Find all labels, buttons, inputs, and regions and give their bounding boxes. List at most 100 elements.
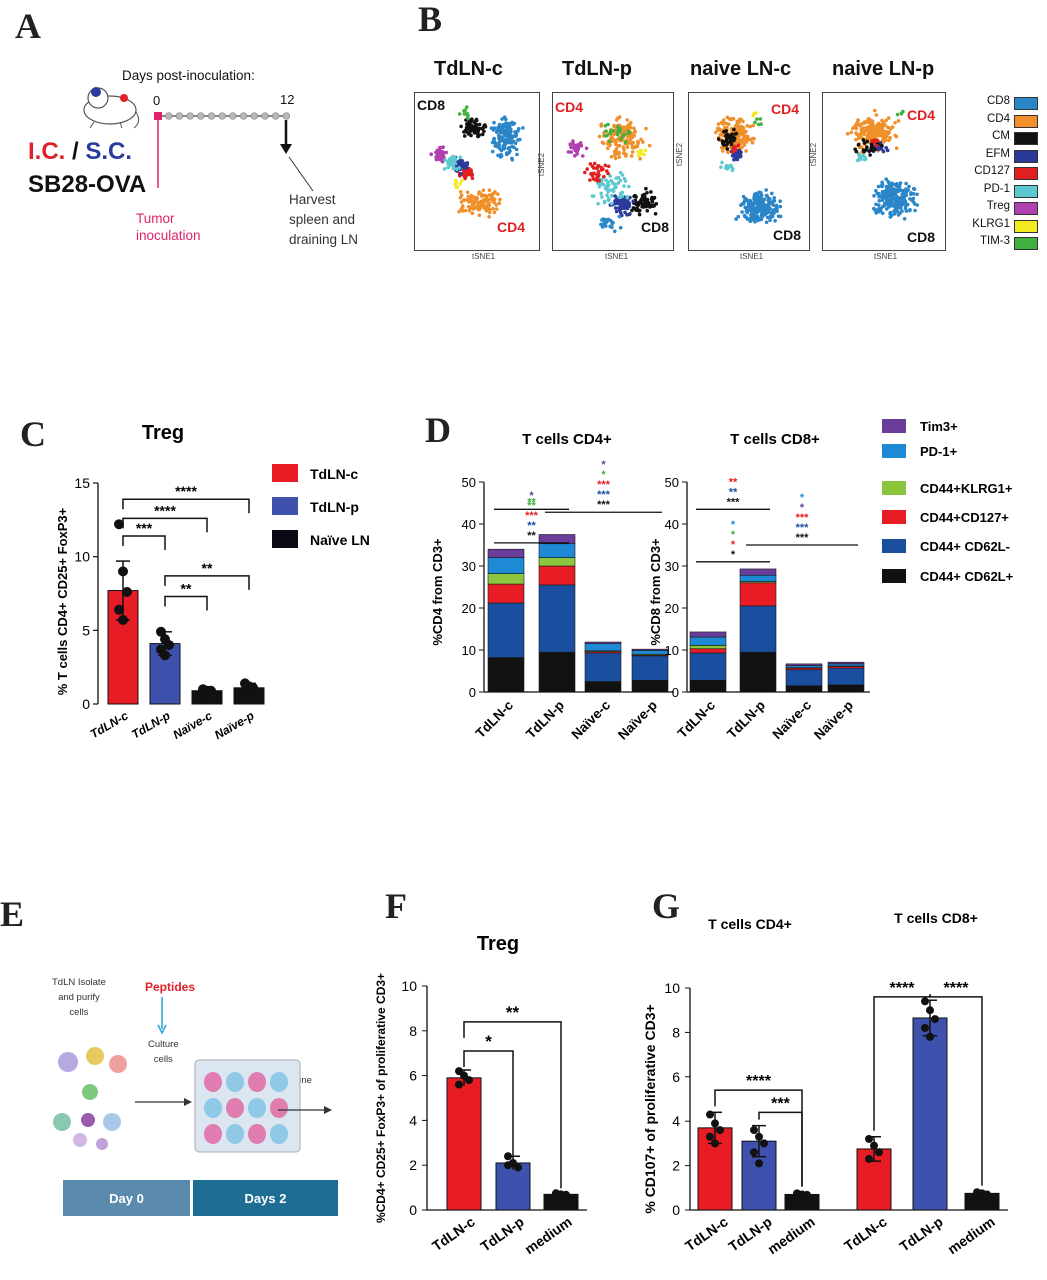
- tsne-dot: [735, 157, 740, 162]
- tsne-dot: [726, 135, 730, 139]
- tsne-dot: [880, 138, 885, 143]
- tsne-dot: [875, 138, 880, 143]
- tsne-legend-swatch: [1014, 132, 1038, 145]
- tsne-dot: [767, 207, 772, 211]
- tsne-dot: [649, 197, 654, 202]
- tsne-dot: [896, 189, 901, 194]
- tsne-dot: [493, 144, 497, 148]
- tsne-title-2: TdLN-p: [562, 58, 632, 80]
- tsne-dot: [742, 213, 747, 218]
- tsne-dot: [874, 188, 878, 193]
- tsne-dot: [625, 134, 630, 138]
- y-tick-label: 6: [409, 1068, 417, 1084]
- tsne-dot: [729, 139, 733, 144]
- harvest-label: Harvest spleen and draining LN: [289, 192, 359, 247]
- culture-diagram: [53, 1047, 332, 1153]
- tsne-dot: [592, 177, 597, 181]
- tsne-dot: [465, 190, 470, 195]
- tsne-dot: [886, 116, 891, 120]
- sig-star: **: [527, 530, 536, 542]
- tsne-dot: [855, 132, 859, 137]
- tsne-dot: [568, 142, 572, 146]
- tsne-dot: [899, 206, 903, 210]
- tsne-dot: [497, 143, 501, 147]
- tsne-dot: [739, 150, 743, 155]
- data-point: [750, 1148, 758, 1157]
- tsne-dot: [624, 203, 628, 208]
- y-tick-label: 15: [74, 475, 90, 491]
- x-tick-label: TdLN-p: [523, 698, 567, 742]
- tsne-dot: [895, 195, 899, 199]
- sig-star: ***: [597, 479, 611, 491]
- tsne-dot: [606, 146, 610, 150]
- tsne-dot: [880, 191, 885, 195]
- tsne-dot: [888, 126, 892, 130]
- chart-d-cd8-y-label: %CD8 from CD3+: [648, 538, 663, 646]
- stack-segment: [739, 605, 777, 653]
- tsne-dot: [877, 194, 881, 199]
- tsne-dot: [497, 124, 502, 129]
- stack-segment: [739, 574, 777, 582]
- tsne-dot: [499, 154, 504, 158]
- data-point: [711, 1139, 719, 1148]
- stack-segment: [827, 684, 865, 693]
- tsne-dot: [731, 150, 735, 154]
- tsne-dot: [453, 182, 457, 186]
- tsne-dot: [627, 184, 631, 189]
- stack-segment: [538, 534, 576, 545]
- tsne-dot: [764, 220, 769, 225]
- tsne-dot: [855, 122, 860, 127]
- tsne-dot: [909, 198, 914, 202]
- tsne-dot: [722, 129, 726, 134]
- tsne-dot: [751, 123, 755, 128]
- tsne-dot: [725, 147, 730, 151]
- data-point: [706, 1110, 714, 1119]
- stack-segment: [689, 679, 727, 693]
- tsne-dot: [859, 157, 863, 162]
- tsne-dot: [721, 149, 725, 153]
- tsne-dot: [885, 148, 890, 153]
- sig-bracket: [929, 994, 983, 1186]
- isolate-label: TdLN Isolate and purify cells: [52, 977, 106, 1018]
- tsne-dot: [907, 184, 911, 189]
- tsne-dot: [645, 209, 650, 213]
- data-point: [875, 1148, 883, 1157]
- tsne-scatter-1: [429, 105, 525, 219]
- tsne-dot: [732, 127, 736, 132]
- tsne-legend-label: CD8: [986, 95, 1010, 107]
- tsne-dot: [742, 143, 747, 147]
- well: [248, 1098, 266, 1118]
- tsne-dot: [639, 151, 644, 156]
- tsne-dot: [874, 113, 879, 117]
- tsne-dot: [588, 162, 593, 166]
- tsne-dot: [463, 176, 467, 181]
- sig-star: ***: [727, 496, 741, 508]
- tsne-dot: [778, 199, 782, 203]
- tsne-dot: [457, 166, 461, 170]
- tsne-dot: [509, 127, 513, 132]
- tsne-dot: [466, 205, 471, 209]
- tsne-dot: [861, 138, 866, 142]
- stack-segment: [785, 663, 823, 666]
- tsne-dot: [729, 142, 734, 147]
- sig-bracket: [463, 1021, 562, 1189]
- harvest-pointer: [288, 156, 314, 192]
- tsne-dot: [636, 150, 640, 154]
- tsne-dot: [608, 139, 612, 144]
- well: [226, 1098, 244, 1118]
- chart-g: T cells CD4+ T cells CD8+ % CD107+ of prol…: [642, 910, 1008, 1257]
- tsne-dot: [618, 225, 623, 230]
- tsne-dot: [886, 198, 890, 203]
- chart-f: Treg %CD4+ CD25+ FoxP3+ of proliferative …: [374, 933, 587, 1257]
- tsne-dot: [755, 117, 759, 121]
- tsne-dot: [904, 190, 909, 194]
- tsne-dot: [632, 130, 637, 134]
- stack-segment: [827, 667, 865, 686]
- tsne-dot: [774, 204, 779, 209]
- tsne-dot: [489, 195, 494, 199]
- tsne-dot: [466, 197, 470, 202]
- tsne-dot: [435, 148, 440, 153]
- tsne-dot: [439, 149, 444, 154]
- tsne-dot: [915, 192, 919, 197]
- tsne-dot: [504, 124, 509, 128]
